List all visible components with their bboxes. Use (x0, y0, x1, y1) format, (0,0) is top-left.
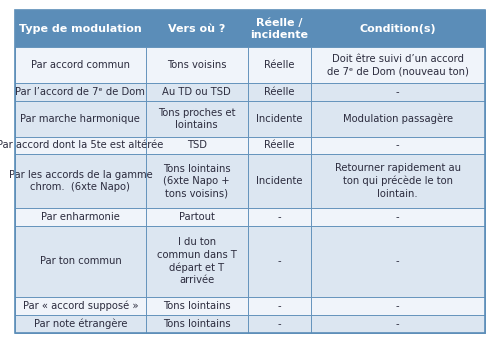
Bar (15, 10, 146, 47)
Bar (310, 101, 485, 137)
Bar (248, 47, 310, 83)
Text: Par accord dont la 5te est altérée: Par accord dont la 5te est altérée (0, 140, 164, 151)
Bar (146, 297, 248, 315)
Bar (15, 137, 146, 154)
Text: -: - (396, 212, 400, 222)
Text: Par l’accord de 7ᵉ de Dom: Par l’accord de 7ᵉ de Dom (16, 87, 146, 97)
Text: Réelle /
incidente: Réelle / incidente (250, 17, 308, 40)
Text: -: - (396, 256, 400, 267)
Text: Par ton commun: Par ton commun (40, 256, 121, 267)
Bar (15, 315, 146, 333)
Bar (146, 208, 248, 226)
Text: Doit être suivi d’un accord
de 7ᵉ de Dom (nouveau ton): Doit être suivi d’un accord de 7ᵉ de Dom… (327, 54, 468, 76)
Bar (248, 137, 310, 154)
Bar (15, 297, 146, 315)
Bar (146, 137, 248, 154)
Text: -: - (396, 301, 400, 311)
Bar (248, 297, 310, 315)
Bar (310, 315, 485, 333)
Text: Par enharmonie: Par enharmonie (41, 212, 120, 222)
Bar (15, 226, 146, 297)
Bar (310, 10, 485, 47)
Bar (15, 208, 146, 226)
Text: Type de modulation: Type de modulation (19, 24, 142, 34)
Bar (248, 226, 310, 297)
Bar (248, 315, 310, 333)
Bar (146, 47, 248, 83)
Text: -: - (278, 256, 281, 267)
Text: Partout: Partout (179, 212, 214, 222)
Text: Incidente: Incidente (256, 114, 302, 124)
Bar (310, 47, 485, 83)
Bar (248, 208, 310, 226)
Bar (146, 10, 248, 47)
Text: Retourner rapidement au
ton qui précède le ton
lointain.: Retourner rapidement au ton qui précède … (335, 163, 461, 199)
Text: Tons proches et
lointains: Tons proches et lointains (158, 107, 236, 130)
Text: I du ton
commun dans T
départ et T
arrivée: I du ton commun dans T départ et T arriv… (157, 237, 236, 285)
Text: -: - (396, 140, 400, 151)
Bar (15, 83, 146, 101)
Text: Incidente: Incidente (256, 176, 302, 186)
Text: -: - (396, 87, 400, 97)
Text: Réelle: Réelle (264, 60, 294, 70)
Text: Au TD ou TSD: Au TD ou TSD (162, 87, 231, 97)
Bar (146, 154, 248, 208)
Text: Vers où ?: Vers où ? (168, 24, 226, 34)
Text: Par marche harmonique: Par marche harmonique (20, 114, 140, 124)
Text: -: - (278, 301, 281, 311)
Bar (15, 154, 146, 208)
Text: -: - (396, 319, 400, 329)
Bar (15, 101, 146, 137)
Text: Modulation passagère: Modulation passagère (342, 114, 453, 124)
Bar (248, 154, 310, 208)
Text: Condition(s): Condition(s) (360, 24, 436, 34)
Text: Par note étrangère: Par note étrangère (34, 319, 127, 329)
Bar (310, 226, 485, 297)
Bar (310, 154, 485, 208)
Text: Par « accord supposé »: Par « accord supposé » (22, 301, 138, 311)
Text: -: - (278, 212, 281, 222)
Bar (146, 315, 248, 333)
Text: Tons lointains: Tons lointains (163, 319, 230, 329)
Bar (310, 208, 485, 226)
Bar (248, 101, 310, 137)
Text: Réelle: Réelle (264, 87, 294, 97)
Text: Tons voisins: Tons voisins (167, 60, 226, 70)
Text: Tons lointains
(6xte Napo +
tons voisins): Tons lointains (6xte Napo + tons voisins… (163, 164, 230, 199)
Bar (146, 226, 248, 297)
Bar (15, 47, 146, 83)
Text: Réelle: Réelle (264, 140, 294, 151)
Text: -: - (278, 319, 281, 329)
Text: Par accord commun: Par accord commun (31, 60, 130, 70)
Bar (310, 297, 485, 315)
Bar (310, 83, 485, 101)
Bar (248, 10, 310, 47)
Bar (310, 137, 485, 154)
Bar (146, 101, 248, 137)
Bar (248, 83, 310, 101)
Text: Par les accords de la gamme
chrom.  (6xte Napo): Par les accords de la gamme chrom. (6xte… (8, 170, 152, 192)
Text: Tons lointains: Tons lointains (163, 301, 230, 311)
Bar (146, 83, 248, 101)
Text: TSD: TSD (186, 140, 206, 151)
